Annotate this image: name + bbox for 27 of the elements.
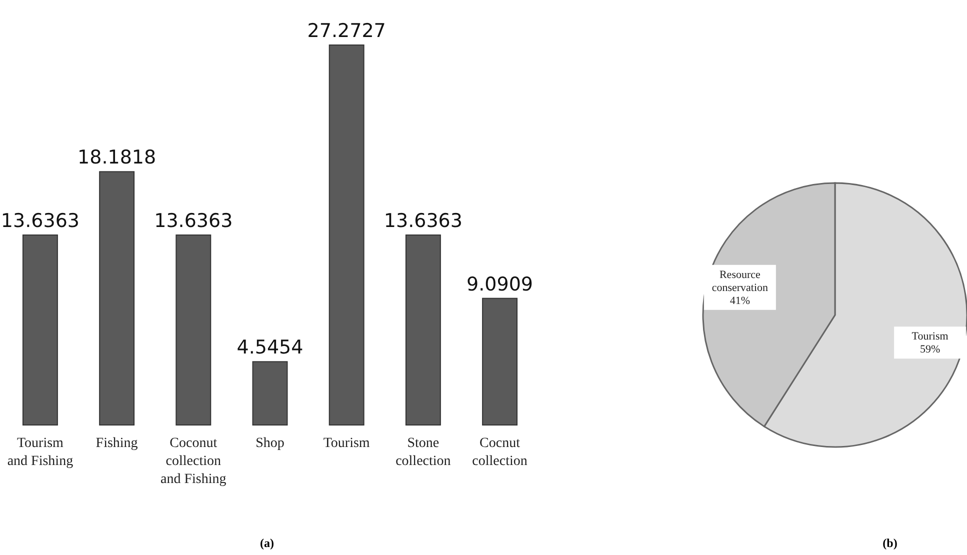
data-label: 13.6363 [154,210,233,232]
data-label: 59% [920,344,940,356]
bar [405,234,441,426]
text: (a) [260,536,274,550]
data-label: 18.1818 [78,146,156,169]
data-label: 9.0909 [466,273,534,296]
text: (b) [882,536,898,550]
bar [252,361,288,426]
bar [176,234,212,426]
slice-label: Resource conservation [712,268,769,294]
data-label: 13.6363 [384,210,462,232]
x-tick-label: Shop [256,436,284,451]
data-label: 41% [730,294,750,307]
slice-label: Tourism [912,330,949,343]
x-tick-label: Stone collection [396,436,451,469]
bar [482,298,518,426]
data-label: 4.5454 [236,336,304,359]
x-tick-label: Tourism [323,436,370,451]
x-tick-label: Coconut collection and Fishing [160,436,226,487]
bar [99,171,135,426]
data-label: 13.6363 [0,210,80,232]
data-label: 27.2727 [307,20,386,42]
bar [328,44,364,426]
x-tick-label: Tourism and Fishing [7,436,74,469]
bar [22,234,58,426]
x-tick-label: Fishing [96,436,138,451]
x-tick-label: Cocnut collection [472,436,528,469]
